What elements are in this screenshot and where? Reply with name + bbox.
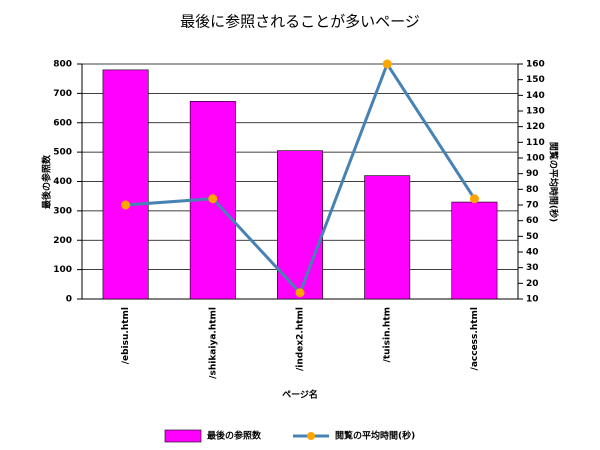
y-tick-label: 700 (53, 89, 72, 99)
y2-tick-label: 120 (526, 122, 545, 132)
x-tick-label: /access.html (470, 307, 480, 370)
y2-tick-label: 130 (526, 107, 545, 117)
line-marker (382, 59, 392, 69)
x-tick-label: /tuisin.htm (383, 307, 393, 362)
bar (364, 175, 411, 300)
y-tick-label: 300 (53, 206, 72, 216)
y2-tick-label: 10 (526, 295, 539, 305)
x-tick-label: /shikaiya.html (208, 307, 218, 379)
y-tick-label: 0 (66, 295, 72, 305)
bar (451, 201, 498, 300)
x-axis-label: ページ名 (282, 389, 318, 401)
y2-axis-label: 閲覧の平均時間(秒) (548, 142, 560, 222)
legend-marker (307, 432, 315, 440)
y-tick-label: 200 (53, 236, 72, 246)
y-tick-label: 100 (53, 265, 72, 275)
y2-tick-label: 20 (526, 279, 539, 289)
legend-label: 閲覧の平均時間(秒) (335, 430, 415, 442)
y-tick-label: 500 (53, 148, 72, 158)
y2-tick-label: 110 (526, 138, 545, 148)
line-marker (121, 200, 131, 210)
x-tick-label: /ebisu.html (121, 307, 131, 364)
y2-tick-label: 80 (526, 185, 539, 195)
x-tick-label: /index2.html (296, 307, 306, 371)
y-tick-label: 800 (53, 60, 72, 70)
y-axis-label: 最後の参照数 (41, 154, 53, 209)
y2-tick-label: 140 (526, 91, 545, 101)
line-marker (295, 288, 305, 298)
line-marker (208, 194, 218, 204)
y2-tick-label: 50 (526, 232, 539, 242)
legend-swatch (164, 429, 202, 443)
y2-tick-label: 90 (526, 169, 539, 179)
legend-label: 最後の参照数 (207, 430, 262, 442)
bar (102, 69, 149, 300)
y-tick-label: 600 (53, 118, 72, 128)
line-marker (469, 194, 479, 204)
y2-tick-label: 40 (526, 248, 539, 258)
chart-title: 最後に参照されることが多いページ (180, 13, 420, 31)
y2-tick-label: 30 (526, 263, 539, 273)
y2-tick-label: 160 (526, 60, 545, 70)
y2-tick-label: 150 (526, 75, 545, 85)
y2-tick-label: 100 (526, 154, 545, 164)
y-tick-label: 400 (53, 177, 72, 187)
y2-tick-label: 70 (526, 201, 539, 211)
y2-tick-label: 60 (526, 216, 539, 226)
